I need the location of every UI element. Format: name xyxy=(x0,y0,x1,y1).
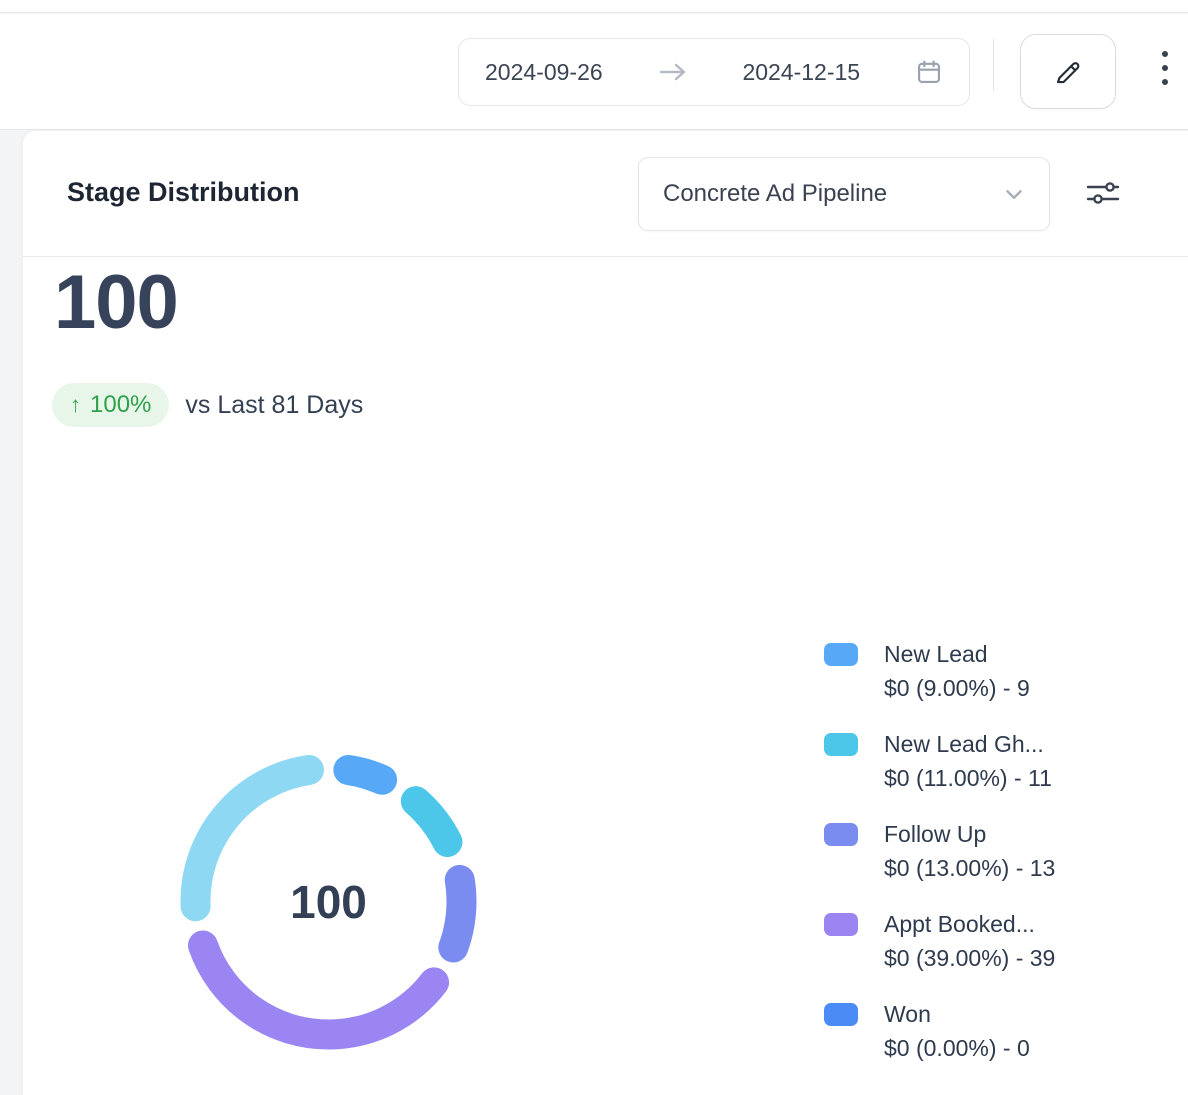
legend-label: Won xyxy=(884,1001,931,1027)
toolbar: 2024-09-26 2024-12-15 xyxy=(0,14,1188,130)
start-date[interactable]: 2024-09-26 xyxy=(485,58,603,85)
legend-item[interactable]: Follow Up $0 (13.00%) - 13 xyxy=(824,817,1055,885)
pencil-icon xyxy=(1053,57,1083,87)
change-value: 100% xyxy=(90,391,152,418)
legend-value: $0 (39.00%) - 39 xyxy=(884,945,1056,971)
donut-chart: 100 xyxy=(156,729,501,1074)
calendar-icon[interactable] xyxy=(915,58,943,86)
legend-value: $0 (0.00%) - 0 xyxy=(884,1035,1030,1061)
arrow-right-icon xyxy=(658,60,688,84)
legend-value: $0 (11.00%) - 11 xyxy=(884,765,1052,791)
legend-item[interactable]: Appt Booked... $0 (39.00%) - 39 xyxy=(824,907,1055,975)
filter-icon[interactable] xyxy=(1081,173,1125,213)
up-arrow-icon: ↑ xyxy=(70,392,81,417)
toolbar-divider xyxy=(993,39,994,91)
legend-swatch xyxy=(824,823,858,846)
legend-label: New Lead xyxy=(884,641,988,667)
comparison-label: vs Last 81 Days xyxy=(185,390,364,419)
kebab-menu-icon[interactable] xyxy=(1148,38,1182,98)
donut-svg xyxy=(180,753,477,1050)
total-count: 100 xyxy=(54,260,179,345)
pipeline-dropdown-value: Concrete Ad Pipeline xyxy=(663,180,888,207)
legend-swatch xyxy=(824,1003,858,1026)
legend-item[interactable]: New Lead Gh... $0 (11.00%) - 11 xyxy=(824,727,1055,795)
legend-value: $0 (9.00%) - 9 xyxy=(884,675,1030,701)
end-date[interactable]: 2024-12-15 xyxy=(742,58,861,85)
legend-value: $0 (13.00%) - 13 xyxy=(884,855,1056,881)
legend-item[interactable]: New Lead $0 (9.00%) - 9 xyxy=(824,637,1055,705)
card-header: Stage Distribution Concrete Ad Pipeline xyxy=(23,131,1188,257)
chart-legend: New Lead $0 (9.00%) - 9 New Lead Gh... $… xyxy=(824,637,1055,1087)
legend-item[interactable]: Won $0 (0.00%) - 0 xyxy=(824,997,1055,1065)
legend-swatch xyxy=(824,913,858,936)
top-strip xyxy=(0,0,1188,13)
card-title: Stage Distribution xyxy=(67,177,300,207)
legend-label: New Lead Gh... xyxy=(884,731,1044,757)
legend-swatch xyxy=(824,733,858,756)
stage-distribution-card: Stage Distribution Concrete Ad Pipeline … xyxy=(22,130,1188,1095)
legend-label: Appt Booked... xyxy=(884,911,1035,937)
edit-button[interactable] xyxy=(1020,34,1116,109)
date-range-picker[interactable]: 2024-09-26 2024-12-15 xyxy=(458,38,970,106)
chevron-down-icon xyxy=(1001,181,1027,207)
pipeline-dropdown[interactable]: Concrete Ad Pipeline xyxy=(638,157,1050,231)
badge-row: ↑ 100% vs Last 81 Days xyxy=(52,383,363,427)
legend-swatch xyxy=(824,643,858,666)
change-badge: ↑ 100% xyxy=(52,383,170,427)
legend-label: Follow Up xyxy=(884,821,987,847)
